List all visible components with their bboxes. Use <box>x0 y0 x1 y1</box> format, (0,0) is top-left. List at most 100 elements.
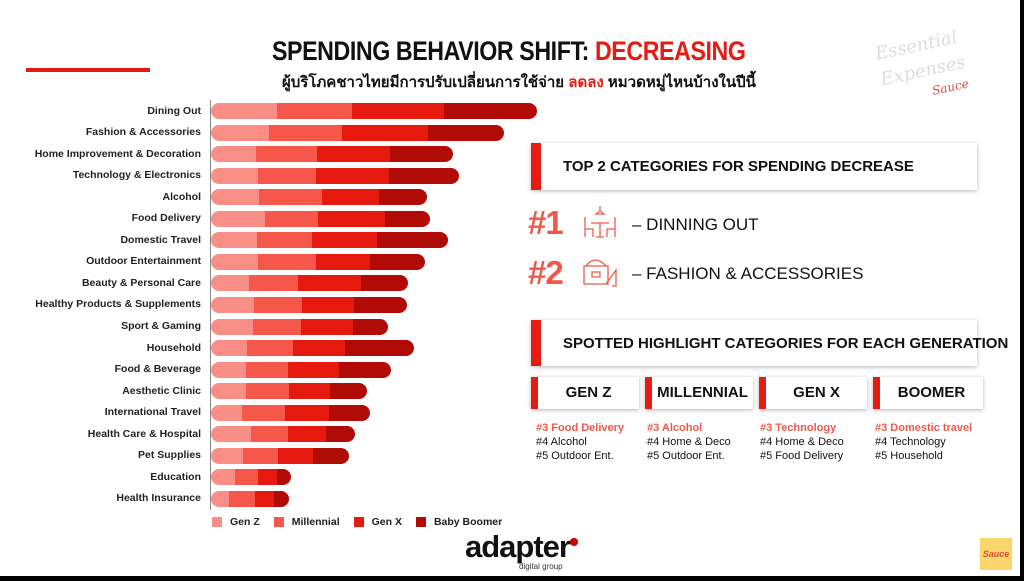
bar-segment-baby-boomer <box>330 383 367 400</box>
bar-segment-gen-x <box>342 124 428 141</box>
bar-segment-gen-x <box>255 490 274 507</box>
list-item: #3 Alcohol <box>647 422 703 434</box>
stacked-bar <box>211 275 408 292</box>
list-item: #5 Outdoor Ent. <box>536 450 614 462</box>
bar-segment-millennial <box>254 296 302 313</box>
bar-segment-baby-boomer <box>274 490 289 507</box>
stacked-bar <box>211 232 448 249</box>
page-subtitle: ผู้บริโภคชาวไทยมีการปรับเปลี่ยนการใช้จ่า… <box>282 70 756 94</box>
legend-item: Gen X <box>353 516 402 528</box>
logo-subtext: digital group <box>519 562 563 571</box>
gen-x-card: GEN X <box>759 377 867 409</box>
bar-segment-millennial <box>258 253 316 270</box>
subtitle-text: ผู้บริโภคชาวไทยมีการปรับเปลี่ยนการใช้จ่า… <box>282 74 569 91</box>
bar-segment-millennial <box>243 447 278 464</box>
legend-item: Millennial <box>273 516 340 528</box>
bar-segment-baby-boomer <box>361 275 408 292</box>
dining-table-icon <box>584 206 616 238</box>
bar-segment-millennial <box>269 124 342 141</box>
bar-segment-gen-x <box>316 253 370 270</box>
bar-segment-millennial <box>249 275 298 292</box>
category-label: Education <box>150 470 201 483</box>
bar-segment-gen-x <box>322 189 379 206</box>
bar-segment-millennial <box>246 383 289 400</box>
bar-segment-millennial <box>242 404 285 421</box>
list-item: #3 Technology <box>760 422 837 434</box>
top2-label: – FASHION & ACCESSORIES <box>632 264 864 283</box>
bar-segment-gen-z <box>211 167 258 184</box>
bar-segment-gen-z <box>211 361 246 378</box>
list-item: #4 Home & Deco <box>647 436 731 448</box>
stacked-bar <box>211 253 425 270</box>
bar-segment-millennial <box>265 210 318 227</box>
top2-title: TOP 2 CATEGORIES FOR SPENDING DECREASE <box>563 158 914 175</box>
bar-segment-gen-x <box>301 318 353 335</box>
bar-segment-gen-z <box>211 426 251 443</box>
boomer-card: BOOMER <box>873 377 983 409</box>
stacked-bar <box>211 103 537 119</box>
rank-1: #1 <box>528 204 564 241</box>
millennial-list: #3 Alcohol #4 Home & Deco #5 Outdoor Ent. <box>647 421 731 463</box>
category-label: Technology & Electronics <box>72 169 201 182</box>
bar-segment-baby-boomer <box>428 124 504 141</box>
bar-segment-gen-z <box>211 253 258 270</box>
bar-segment-baby-boomer <box>353 318 388 335</box>
legend-label: Gen X <box>371 516 402 528</box>
bar-segment-millennial <box>251 426 288 443</box>
category-label: Domestic Travel <box>120 233 201 246</box>
legend-label: Baby Boomer <box>433 516 503 528</box>
stacked-bar <box>211 404 370 421</box>
bar-segment-millennial <box>247 340 293 357</box>
bar-segment-gen-z <box>211 275 249 292</box>
bar-segment-gen-z <box>211 146 256 163</box>
bar-segment-millennial <box>257 232 312 249</box>
category-label: Healthy Products & Supplements <box>35 298 201 311</box>
bar-segment-gen-z <box>211 340 247 357</box>
list-item: #3 Food Delivery <box>536 422 625 434</box>
subtitle-highlight: ลดลง <box>568 74 604 91</box>
bar-segment-gen-z <box>211 490 229 507</box>
category-label: Sport & Gaming <box>121 320 201 332</box>
adapter-logo: adapter digital group <box>465 531 578 572</box>
chart-legend: Gen Z Millennial Gen X Baby Boomer <box>212 516 502 528</box>
category-label: Outdoor Entertainment <box>86 255 201 268</box>
category-label: Dining Out <box>147 104 201 117</box>
bar-segment-gen-x <box>352 103 444 119</box>
legend-item: Gen Z <box>212 516 260 528</box>
list-item: #4 Technology <box>875 436 946 448</box>
legend-label: Millennial <box>291 516 340 528</box>
list-item: #3 Domestic travel <box>875 422 973 434</box>
stacked-bar <box>211 447 349 464</box>
subtitle-text-end: หมวดหมู่ไหนบ้างในปีนี้ <box>603 74 756 91</box>
legend-swatch <box>353 517 364 527</box>
bar-segment-gen-z <box>211 210 265 227</box>
rank-2: #2 <box>528 254 564 291</box>
bar-segment-gen-x <box>289 383 330 400</box>
legend-swatch <box>415 517 426 527</box>
bar-segment-millennial <box>235 469 258 486</box>
bar-segment-millennial <box>246 361 288 378</box>
bar-segment-baby-boomer <box>354 296 407 313</box>
bar-segment-gen-x <box>258 469 277 486</box>
bar-segment-gen-z <box>211 296 254 313</box>
bar-segment-millennial <box>253 318 301 335</box>
category-label: Beauty & Personal Care <box>81 276 201 289</box>
bar-segment-gen-z <box>211 383 246 400</box>
bar-segment-gen-x <box>288 426 326 443</box>
bar-segment-baby-boomer <box>370 253 425 270</box>
bar-segment-millennial <box>256 146 317 163</box>
legend-item: Baby Boomer <box>415 516 503 528</box>
bar-segment-baby-boomer <box>389 167 459 184</box>
stacked-bar <box>211 426 355 443</box>
gen-z-card: GEN Z <box>531 377 639 409</box>
category-label: Fashion & Accessories <box>85 126 201 139</box>
stacked-bar <box>211 146 453 163</box>
bar-segment-baby-boomer <box>329 404 370 421</box>
bar-segment-gen-x <box>285 404 329 421</box>
logo-dot <box>569 538 578 546</box>
gen-z-list: #3 Food Delivery #4 Alcohol #5 Outdoor Ent… <box>536 421 624 463</box>
legend-label: Gen Z <box>230 516 260 528</box>
bar-segment-millennial <box>277 103 352 119</box>
bar-segment-gen-x <box>293 340 345 357</box>
list-item: #5 Food Delivery <box>760 450 844 462</box>
